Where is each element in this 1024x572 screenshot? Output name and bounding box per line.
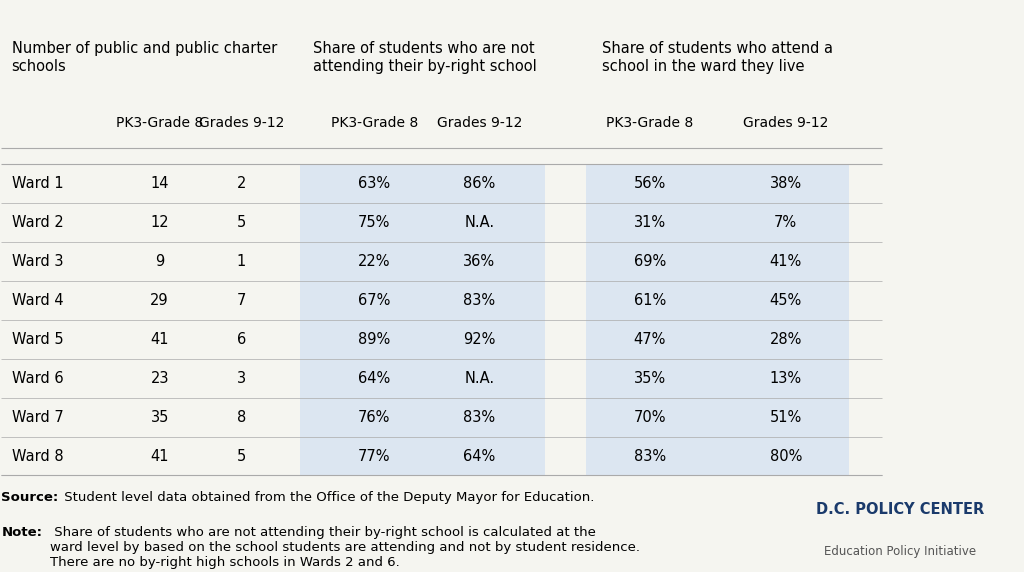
Text: 38%: 38% <box>770 176 802 191</box>
Text: Ward 4: Ward 4 <box>11 293 63 308</box>
Text: 86%: 86% <box>463 176 496 191</box>
Text: 83%: 83% <box>634 448 666 463</box>
Text: 51%: 51% <box>770 410 802 424</box>
Text: 28%: 28% <box>769 332 802 347</box>
Text: 80%: 80% <box>769 448 802 463</box>
Text: 41%: 41% <box>770 254 802 269</box>
Text: 67%: 67% <box>358 293 390 308</box>
Text: 76%: 76% <box>358 410 390 424</box>
Text: D.C. POLICY CENTER: D.C. POLICY CENTER <box>816 502 984 517</box>
Text: 41: 41 <box>151 448 169 463</box>
Text: PK3-Grade 8: PK3-Grade 8 <box>331 116 418 130</box>
Text: PK3-Grade 8: PK3-Grade 8 <box>116 116 204 130</box>
Text: 7%: 7% <box>774 215 798 230</box>
Text: Ward 1: Ward 1 <box>11 176 63 191</box>
Text: 1: 1 <box>237 254 246 269</box>
Text: 56%: 56% <box>634 176 666 191</box>
Text: 92%: 92% <box>463 332 496 347</box>
Text: 2: 2 <box>237 176 246 191</box>
Text: 83%: 83% <box>463 293 496 308</box>
Text: 31%: 31% <box>634 215 666 230</box>
Text: 7: 7 <box>237 293 246 308</box>
Text: N.A.: N.A. <box>464 215 495 230</box>
Text: Share of students who are not attending their by-right school is calculated at t: Share of students who are not attending … <box>50 526 640 569</box>
Text: 8: 8 <box>237 410 246 424</box>
Text: 12: 12 <box>151 215 169 230</box>
Text: Source:: Source: <box>1 491 58 505</box>
Text: 41: 41 <box>151 332 169 347</box>
Text: 35: 35 <box>151 410 169 424</box>
Text: 61%: 61% <box>634 293 666 308</box>
Text: Education Policy Initiative: Education Policy Initiative <box>824 545 976 558</box>
Text: 9: 9 <box>155 254 164 269</box>
Text: Note:: Note: <box>1 526 42 539</box>
Text: Ward 3: Ward 3 <box>11 254 63 269</box>
Text: 63%: 63% <box>358 176 390 191</box>
Text: 36%: 36% <box>463 254 496 269</box>
Text: 13%: 13% <box>770 371 802 386</box>
Text: Ward 8: Ward 8 <box>11 448 63 463</box>
Text: Ward 7: Ward 7 <box>11 410 63 424</box>
Text: 3: 3 <box>237 371 246 386</box>
Text: 22%: 22% <box>357 254 390 269</box>
Text: 89%: 89% <box>358 332 390 347</box>
Text: Share of students who attend a
school in the ward they live: Share of students who attend a school in… <box>602 41 833 74</box>
Text: Number of public and public charter
schools: Number of public and public charter scho… <box>11 41 276 74</box>
Text: 5: 5 <box>237 215 246 230</box>
Text: 6: 6 <box>237 332 246 347</box>
Text: Grades 9-12: Grades 9-12 <box>743 116 828 130</box>
Text: 5: 5 <box>237 448 246 463</box>
Text: 70%: 70% <box>634 410 667 424</box>
Text: PK3-Grade 8: PK3-Grade 8 <box>606 116 693 130</box>
Text: Ward 5: Ward 5 <box>11 332 63 347</box>
Text: 75%: 75% <box>358 215 390 230</box>
Text: 45%: 45% <box>770 293 802 308</box>
Text: 77%: 77% <box>357 448 390 463</box>
Text: Share of students who are not
attending their by-right school: Share of students who are not attending … <box>313 41 537 74</box>
Text: Ward 2: Ward 2 <box>11 215 63 230</box>
FancyBboxPatch shape <box>300 164 545 475</box>
Text: N.A.: N.A. <box>464 371 495 386</box>
Text: Student level data obtained from the Office of the Deputy Mayor for Education.: Student level data obtained from the Off… <box>59 491 594 505</box>
Text: 47%: 47% <box>634 332 666 347</box>
Text: 69%: 69% <box>634 254 666 269</box>
Text: 35%: 35% <box>634 371 666 386</box>
FancyBboxPatch shape <box>586 164 849 475</box>
Text: Grades 9-12: Grades 9-12 <box>436 116 522 130</box>
Text: 64%: 64% <box>463 448 496 463</box>
Text: 83%: 83% <box>463 410 496 424</box>
Text: Ward 6: Ward 6 <box>11 371 63 386</box>
Text: Grades 9-12: Grades 9-12 <box>199 116 284 130</box>
Text: 14: 14 <box>151 176 169 191</box>
Text: 29: 29 <box>151 293 169 308</box>
Text: 23: 23 <box>151 371 169 386</box>
Text: 64%: 64% <box>358 371 390 386</box>
